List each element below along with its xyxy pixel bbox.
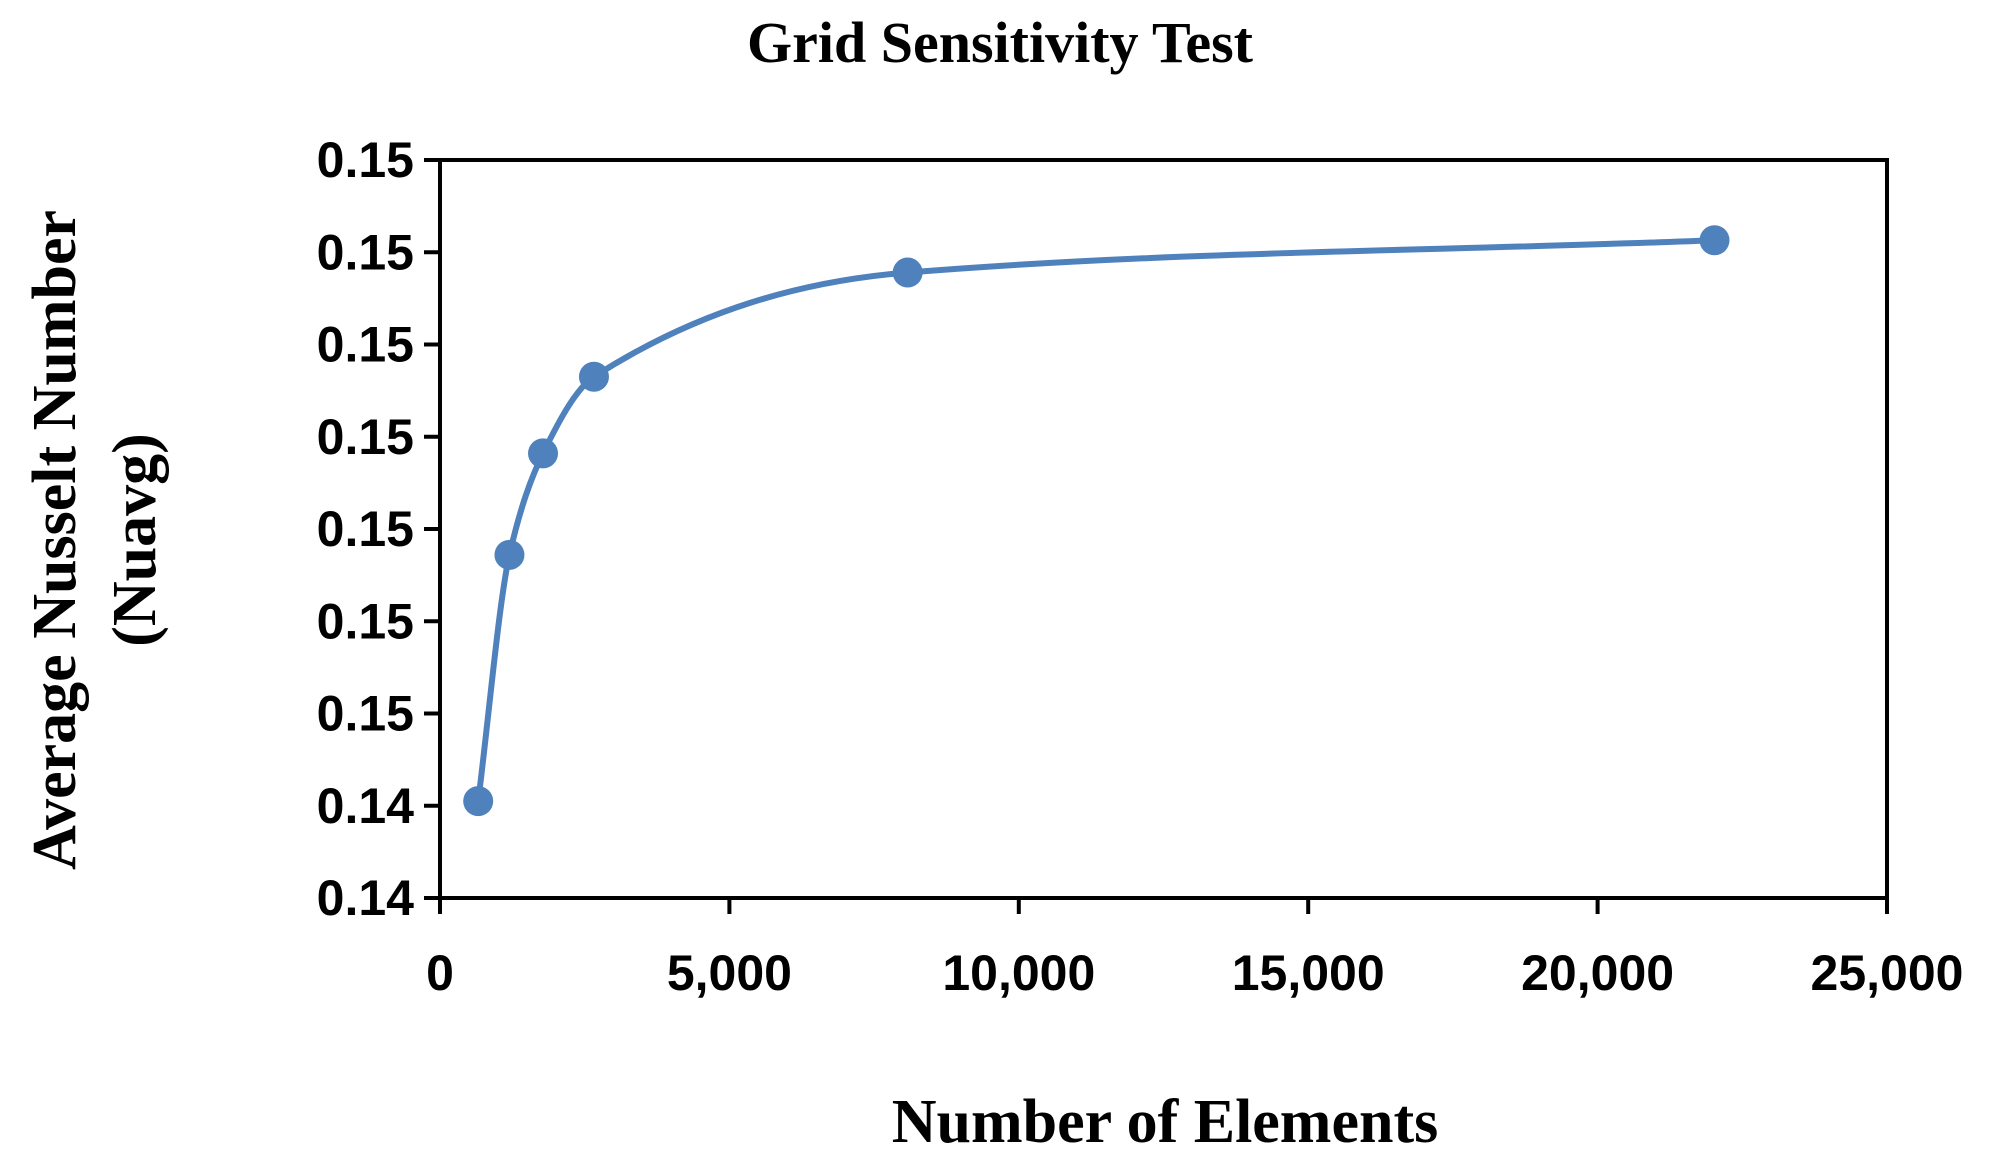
x-tick-label: 25,000 bbox=[1811, 945, 1964, 1001]
y-axis: 0.14 0.14 0.15 0.15 0.15 0.15 0.15 0.15 0.15 bbox=[317, 132, 440, 926]
data-point bbox=[528, 438, 559, 469]
data-point bbox=[578, 361, 609, 392]
x-axis: 0 5,000 10,000 15,000 20,000 25,000 bbox=[426, 898, 1963, 1001]
x-tick-label: 10,000 bbox=[942, 945, 1095, 1001]
y-tick-label: 0.14 bbox=[317, 870, 415, 926]
y-tick-label: 0.15 bbox=[317, 409, 414, 465]
y-tick-label: 0.15 bbox=[317, 132, 414, 188]
data-point bbox=[1699, 225, 1730, 256]
data-point bbox=[463, 786, 494, 817]
y-tick-label: 0.15 bbox=[317, 224, 414, 280]
x-tick-label: 5,000 bbox=[667, 945, 792, 1001]
series-group bbox=[463, 225, 1730, 817]
y-axis-title-line2: (Nuavg) bbox=[101, 433, 169, 647]
data-point bbox=[494, 539, 525, 570]
x-tick-label: 0 bbox=[426, 945, 454, 1001]
plot-frame bbox=[438, 158, 1889, 900]
y-tick-label: 0.15 bbox=[317, 686, 414, 742]
chart-title: Grid Sensitivity Test bbox=[747, 10, 1254, 75]
y-axis-title-line1: Average Nusselt Number bbox=[21, 210, 89, 870]
series-line bbox=[475, 237, 1715, 802]
data-point bbox=[892, 257, 923, 288]
y-tick-label: 0.15 bbox=[317, 317, 414, 373]
y-tick-label: 0.15 bbox=[317, 501, 414, 557]
x-tick-label: 20,000 bbox=[1521, 945, 1674, 1001]
y-tick-label: 0.15 bbox=[317, 593, 414, 649]
y-tick-label: 0.14 bbox=[317, 778, 415, 834]
x-axis-title: Number of Elements bbox=[892, 1088, 1438, 1156]
x-tick-label: 15,000 bbox=[1232, 945, 1385, 1001]
y-axis-title: Average Nusselt Number (Nuavg) bbox=[21, 210, 169, 870]
